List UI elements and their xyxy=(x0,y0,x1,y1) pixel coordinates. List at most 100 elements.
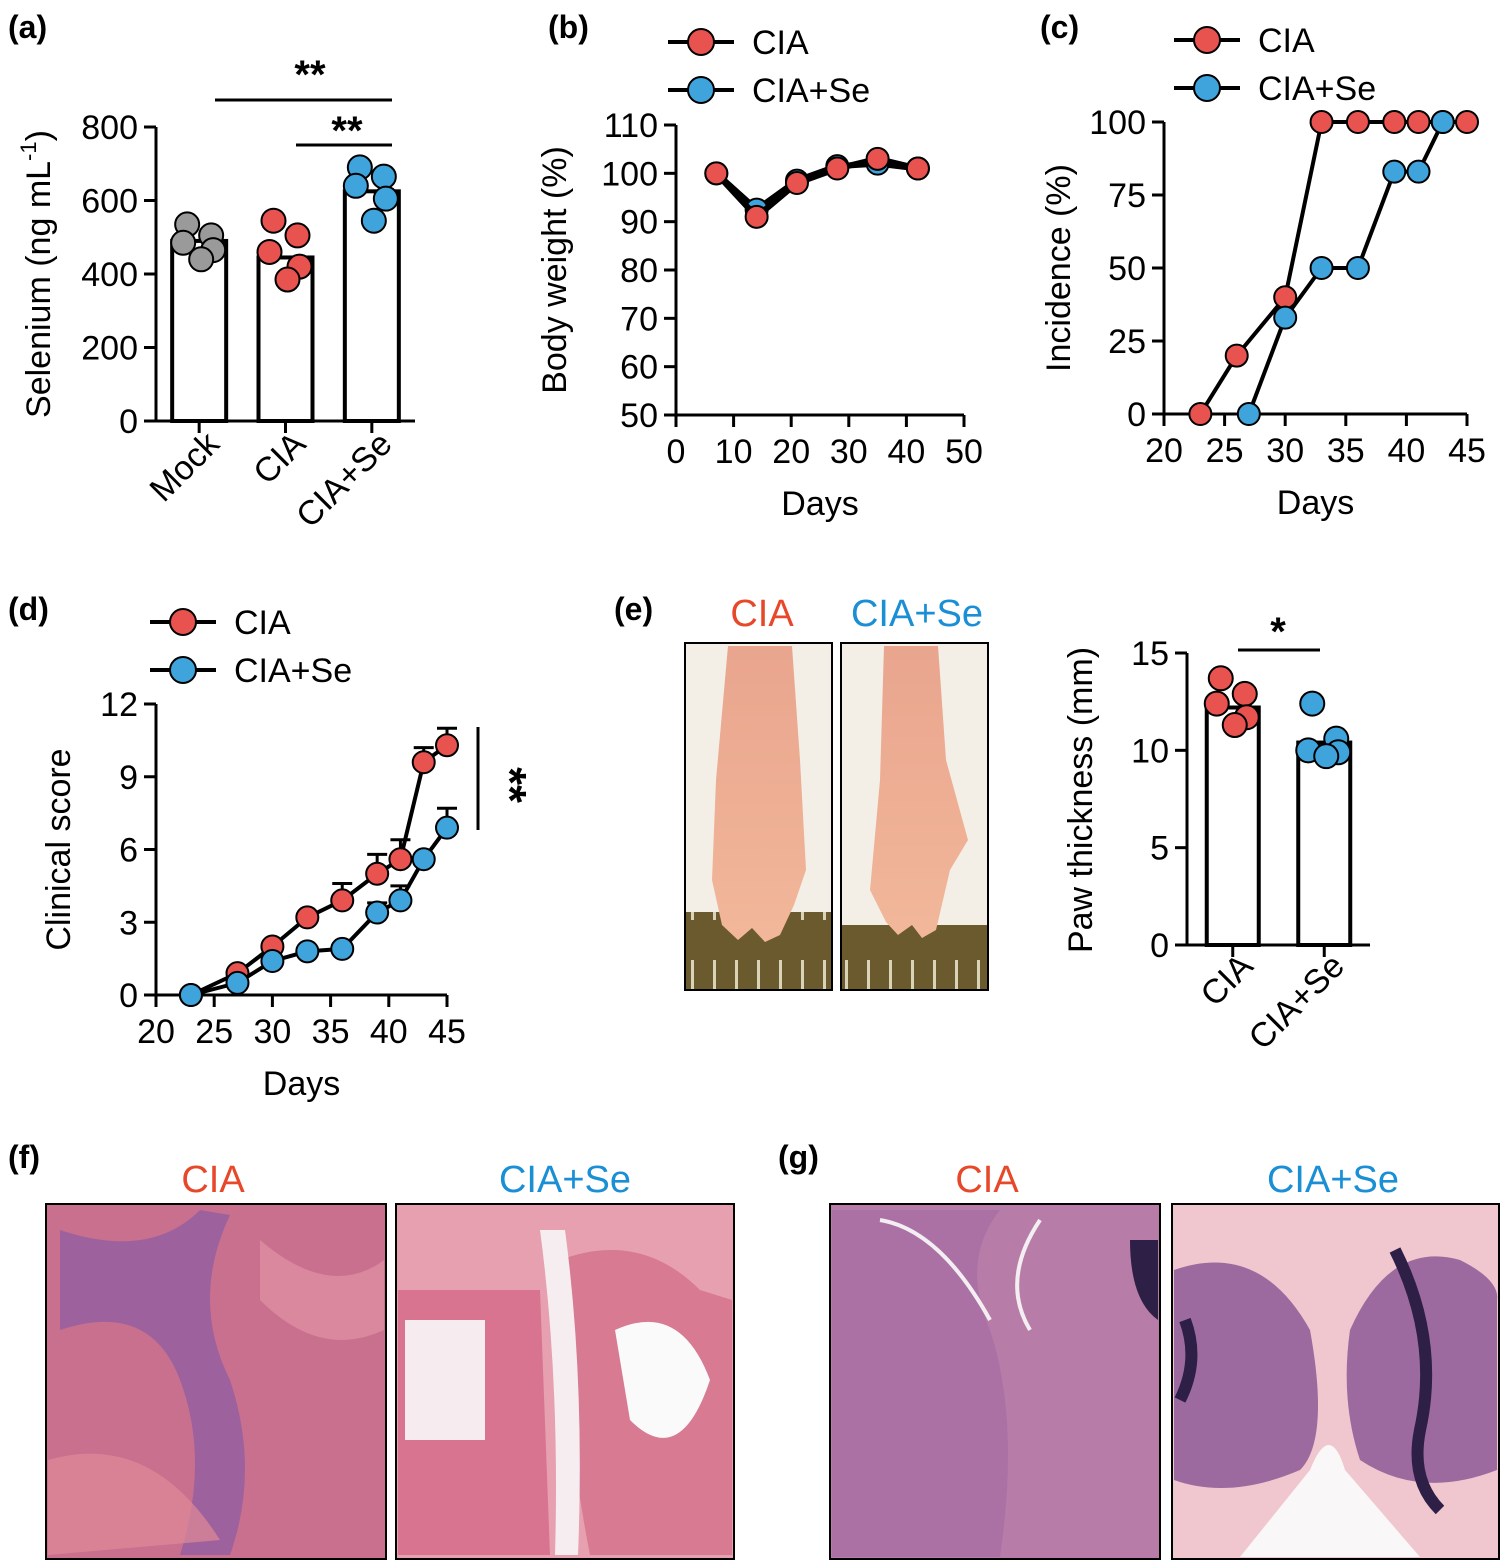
data-point-a xyxy=(274,266,301,293)
x-tick-label-b: 10 xyxy=(715,433,753,471)
data-point-e xyxy=(1203,690,1230,717)
data-point-d xyxy=(411,847,436,872)
data-point-c xyxy=(1236,402,1261,426)
data-point-c xyxy=(1382,110,1407,134)
data-point-d xyxy=(295,905,320,930)
histo-g-title-cia: CIA xyxy=(955,1159,1019,1201)
photo-title-cia: CIA xyxy=(730,593,794,635)
chart-b-body-weight: 50 60 70 80 90 100 110 0 10 20 30 40 50 Body weight (… xyxy=(536,24,983,523)
sig-label-e: * xyxy=(1270,610,1286,654)
data-point-c xyxy=(1455,110,1479,134)
data-point-c xyxy=(1345,256,1370,280)
chart-d-clinical-score: 0 3 6 9 12 20 25 30 35 40 45 Clinical score Days CIA C… xyxy=(40,604,466,1103)
y-tick-label-e: 5 xyxy=(1150,830,1169,868)
category-label-a: CIA xyxy=(246,425,313,492)
x-tick-label-d: 40 xyxy=(370,1013,408,1051)
data-point-c xyxy=(1309,256,1334,280)
data-point-e xyxy=(1231,680,1258,707)
data-point-e xyxy=(1313,743,1340,770)
data-point-a xyxy=(170,229,197,256)
y-tick-label-b: 70 xyxy=(620,300,658,338)
y-tick-label-c: 75 xyxy=(1108,177,1146,215)
category-label-a: CIA+Se xyxy=(289,425,399,535)
legend-marker-d xyxy=(169,608,197,636)
series-line-d-0 xyxy=(190,743,449,997)
x-axis-title-b: Days xyxy=(781,485,858,523)
x-axis-title-c: Days xyxy=(1277,484,1354,522)
legend-marker-c xyxy=(1193,26,1221,54)
bar-e-1 xyxy=(1296,740,1353,948)
sig-label-a-top: ** xyxy=(294,53,326,97)
histo-f-title-cia: CIA xyxy=(181,1159,245,1201)
y-axis-title-e: Paw thickness (mm) xyxy=(1062,647,1100,953)
legend-label-c: CIA+Se xyxy=(1258,70,1376,108)
category-label-e: CIA xyxy=(1193,947,1260,1014)
y-tick-label-b: 90 xyxy=(620,204,658,242)
y-tick-label-b: 100 xyxy=(601,155,658,193)
x-tick-label-b: 0 xyxy=(667,433,686,471)
panel-label-d: (d) xyxy=(8,591,49,627)
data-point-a xyxy=(284,222,311,249)
panel-label-b: (b) xyxy=(548,9,589,45)
legend-label-d: CIA xyxy=(234,604,291,642)
panel-label-a: (a) xyxy=(8,9,47,45)
legend-marker-d xyxy=(169,656,197,684)
data-point-d xyxy=(388,847,413,872)
x-tick-label-b: 50 xyxy=(945,433,983,471)
x-tick-label-d: 35 xyxy=(312,1013,350,1051)
data-point-d xyxy=(435,733,459,758)
panel-label-e: (e) xyxy=(614,591,653,627)
x-tick-label-c: 35 xyxy=(1327,432,1365,470)
y-tick-label-d: 9 xyxy=(119,759,138,797)
data-point-a xyxy=(360,207,387,234)
data-point-d xyxy=(388,888,413,913)
legend-marker-b xyxy=(687,28,715,56)
data-point-c xyxy=(1224,343,1249,368)
data-point-e xyxy=(1221,712,1248,739)
data-point-d xyxy=(260,949,285,974)
y-axis-title-a: Selenium (ng mL-1) xyxy=(16,130,58,418)
y-tick-label-c: 0 xyxy=(1127,396,1146,434)
data-point-c xyxy=(1430,110,1455,134)
legend-label-b: CIA xyxy=(752,24,809,62)
x-tick-label-c: 30 xyxy=(1266,432,1304,470)
x-tick-label-d: 20 xyxy=(137,1013,175,1051)
data-point-a xyxy=(372,185,399,212)
sig-label-a-inner: ** xyxy=(331,109,363,153)
bar-e-0 xyxy=(1204,705,1261,947)
x-axis-title-d: Days xyxy=(263,1065,340,1103)
y-tick-label-b: 110 xyxy=(604,107,658,145)
legend-marker-b xyxy=(687,76,715,104)
data-point-a xyxy=(370,163,397,190)
y-tick-label-a: 200 xyxy=(81,330,138,368)
panel-label-c: (c) xyxy=(1040,9,1079,45)
x-tick-label-b: 40 xyxy=(887,433,925,471)
histology-f-cia-se xyxy=(395,1203,735,1560)
y-tick-label-d: 0 xyxy=(119,977,138,1015)
x-tick-label-b: 20 xyxy=(772,433,810,471)
legend-label-c: CIA xyxy=(1258,22,1315,60)
data-point-a xyxy=(188,246,215,273)
data-point-d xyxy=(225,970,250,995)
data-point-b xyxy=(784,171,809,195)
histology-f-cia xyxy=(45,1203,387,1560)
histology-g-cia xyxy=(829,1203,1161,1560)
histology-g-cia-se xyxy=(1171,1203,1500,1560)
x-tick-label-d: 30 xyxy=(253,1013,291,1051)
x-tick-label-c: 20 xyxy=(1145,432,1183,470)
sig-label-d: ** xyxy=(484,767,536,803)
data-point-d xyxy=(365,861,390,886)
y-tick-label-d: 3 xyxy=(119,904,138,942)
legend-label-d: CIA+Se xyxy=(234,652,352,690)
y-tick-label-a: 400 xyxy=(81,256,138,294)
paw-photo-cia xyxy=(684,642,833,991)
data-point-b xyxy=(704,161,729,186)
category-label-e: CIA+Se xyxy=(1242,947,1352,1057)
y-tick-label-c: 100 xyxy=(1089,104,1146,142)
y-axis-title-a-close: ) xyxy=(20,130,58,141)
data-point-d xyxy=(411,750,436,775)
legend-marker-c xyxy=(1193,74,1221,102)
histo-g-title-cia-se: CIA+Se xyxy=(1267,1159,1399,1201)
